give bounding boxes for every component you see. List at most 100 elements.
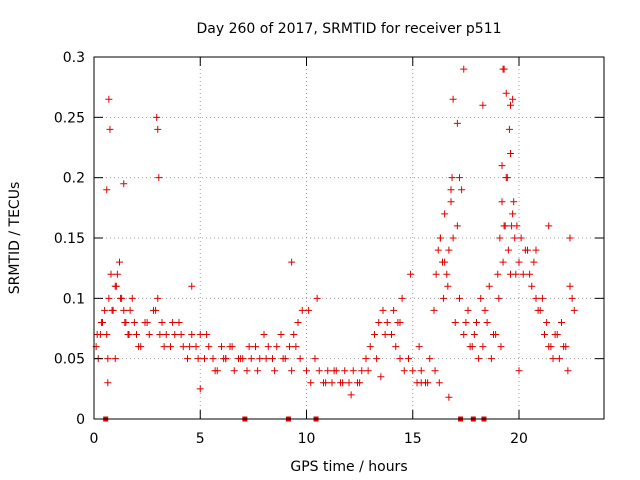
data-point bbox=[112, 282, 120, 290]
data-point bbox=[364, 367, 372, 375]
data-point bbox=[503, 174, 511, 182]
data-point bbox=[328, 379, 336, 387]
data-point bbox=[498, 198, 506, 206]
data-point bbox=[497, 343, 505, 351]
data-point bbox=[381, 331, 389, 339]
data-point bbox=[466, 343, 474, 351]
data-point bbox=[101, 306, 109, 314]
data-point bbox=[464, 306, 472, 314]
grid-lines bbox=[94, 57, 604, 419]
data-point bbox=[511, 234, 519, 242]
data-point bbox=[495, 294, 503, 302]
data-point bbox=[93, 331, 101, 339]
data-point bbox=[519, 270, 527, 278]
data-point bbox=[271, 367, 279, 375]
data-point bbox=[237, 355, 245, 363]
data-point bbox=[424, 379, 432, 387]
data-point bbox=[496, 234, 504, 242]
data-point bbox=[570, 306, 578, 314]
data-point bbox=[324, 367, 332, 375]
data-point bbox=[121, 318, 129, 326]
data-point bbox=[125, 331, 133, 339]
data-point bbox=[515, 258, 523, 266]
data-point bbox=[390, 306, 398, 314]
data-point bbox=[458, 186, 466, 194]
data-point bbox=[184, 355, 191, 363]
data-point bbox=[564, 367, 572, 375]
data-point bbox=[568, 294, 576, 302]
data-point bbox=[322, 379, 330, 387]
data-point bbox=[120, 306, 128, 314]
data-point bbox=[211, 367, 219, 375]
data-point bbox=[260, 331, 268, 339]
data-point bbox=[154, 125, 162, 133]
data-point bbox=[201, 355, 208, 363]
data-point bbox=[154, 294, 162, 302]
data-point bbox=[188, 282, 196, 290]
data-point bbox=[373, 355, 381, 363]
data-point bbox=[371, 331, 378, 339]
data-point bbox=[481, 306, 489, 314]
data-point bbox=[169, 318, 177, 326]
data-point bbox=[296, 355, 304, 363]
data-point bbox=[453, 119, 461, 127]
data-point bbox=[445, 246, 453, 254]
data-point bbox=[106, 125, 114, 133]
data-point bbox=[330, 367, 338, 375]
data-point bbox=[400, 367, 408, 375]
data-point bbox=[111, 355, 119, 363]
data-point bbox=[392, 343, 400, 351]
data-point bbox=[492, 331, 500, 339]
data-point bbox=[120, 180, 128, 188]
data-point bbox=[443, 270, 451, 278]
data-point bbox=[456, 174, 463, 182]
data-point bbox=[479, 101, 487, 109]
data-point bbox=[349, 367, 357, 375]
data-point bbox=[453, 222, 461, 230]
data-point bbox=[358, 367, 366, 375]
data-point bbox=[341, 367, 349, 375]
data-point bbox=[273, 343, 281, 351]
data-point bbox=[507, 150, 514, 158]
x-tick-label: 20 bbox=[510, 431, 528, 447]
data-point bbox=[543, 318, 551, 326]
y-tick-label: 0.15 bbox=[54, 231, 85, 247]
data-point bbox=[117, 294, 125, 302]
data-point bbox=[113, 270, 121, 278]
data-point bbox=[167, 343, 174, 351]
data-point bbox=[158, 318, 166, 326]
data-point bbox=[532, 294, 540, 302]
data-point bbox=[347, 391, 355, 399]
data-point bbox=[245, 343, 253, 351]
data-point bbox=[409, 367, 417, 375]
data-point bbox=[192, 343, 200, 351]
data-point bbox=[188, 331, 196, 339]
data-point bbox=[126, 306, 134, 314]
data-point bbox=[104, 379, 112, 387]
x-tick-label: 0 bbox=[90, 431, 99, 447]
data-point bbox=[477, 294, 485, 302]
data-point bbox=[431, 367, 439, 375]
data-point bbox=[447, 186, 455, 194]
data-point bbox=[526, 270, 534, 278]
data-point bbox=[107, 270, 115, 278]
data-point bbox=[551, 331, 559, 339]
data-point bbox=[494, 270, 502, 278]
data-point bbox=[528, 282, 536, 290]
data-point bbox=[143, 318, 151, 326]
data-point bbox=[152, 306, 160, 314]
data-point bbox=[339, 379, 347, 387]
data-point bbox=[485, 282, 493, 290]
chart-title: Day 260 of 2017, SRMTID for receiver p51… bbox=[196, 21, 501, 37]
data-point bbox=[396, 355, 404, 363]
y-tick-label: 0.2 bbox=[63, 171, 85, 187]
data-point bbox=[499, 258, 507, 266]
data-point bbox=[435, 379, 443, 387]
data-point bbox=[521, 246, 529, 254]
axis-ticks bbox=[93, 56, 604, 420]
data-point bbox=[436, 234, 444, 242]
data-point bbox=[560, 343, 568, 351]
data-points bbox=[92, 65, 578, 401]
data-point bbox=[396, 318, 404, 326]
y-tick-label: 0.05 bbox=[54, 352, 85, 368]
